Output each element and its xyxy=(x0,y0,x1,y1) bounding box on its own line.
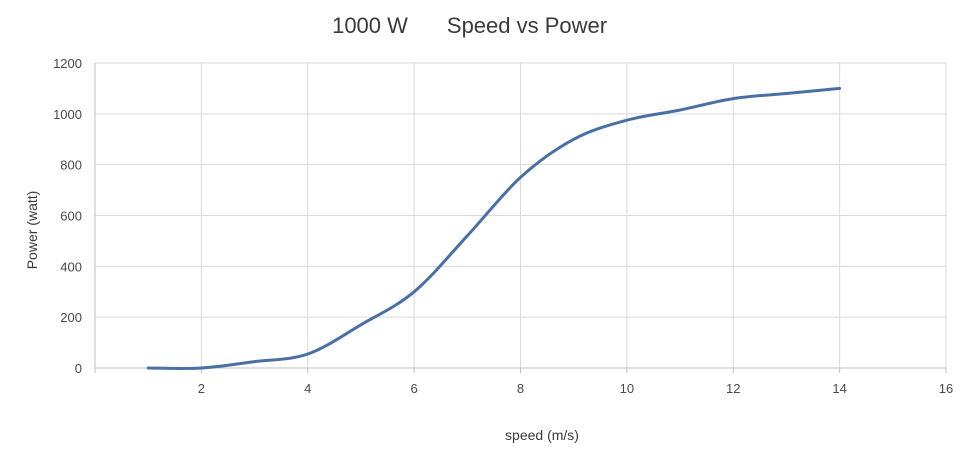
x-tick-label-12: 12 xyxy=(726,381,740,396)
chart-title-prefix: 1000 W xyxy=(332,13,408,38)
data-series xyxy=(146,86,842,370)
x-tick-label-8: 8 xyxy=(517,381,524,396)
x-tick-label-10: 10 xyxy=(620,381,634,396)
horizontal-gridlines xyxy=(95,62,946,318)
y-tick-label-400: 400 xyxy=(60,259,82,274)
y-tick-label-0: 0 xyxy=(75,361,82,376)
y-tick-label-1000: 1000 xyxy=(53,107,82,122)
x-axis-label: speed (m/s) xyxy=(505,427,579,443)
x-tick-labels: 2 4 6 8 10 12 14 16 xyxy=(94,368,953,396)
y-tick-labels: 0 200 400 600 800 1000 1200 xyxy=(53,56,82,376)
x-tick-label-14: 14 xyxy=(832,381,846,396)
x-tick-label-2: 2 xyxy=(198,381,205,396)
series-line-power xyxy=(146,86,842,370)
y-axis-label: Power (watt) xyxy=(24,191,40,270)
y-tick-label-800: 800 xyxy=(60,158,82,173)
chart-title: Speed vs Power xyxy=(447,13,607,38)
x-tick-label-4: 4 xyxy=(304,381,311,396)
y-tick-label-1200: 1200 xyxy=(53,56,82,71)
x-tick-label-16: 16 xyxy=(939,381,953,396)
x-tick-label-6: 6 xyxy=(411,381,418,396)
y-tick-label-200: 200 xyxy=(60,310,82,325)
y-tick-label-600: 600 xyxy=(60,209,82,224)
